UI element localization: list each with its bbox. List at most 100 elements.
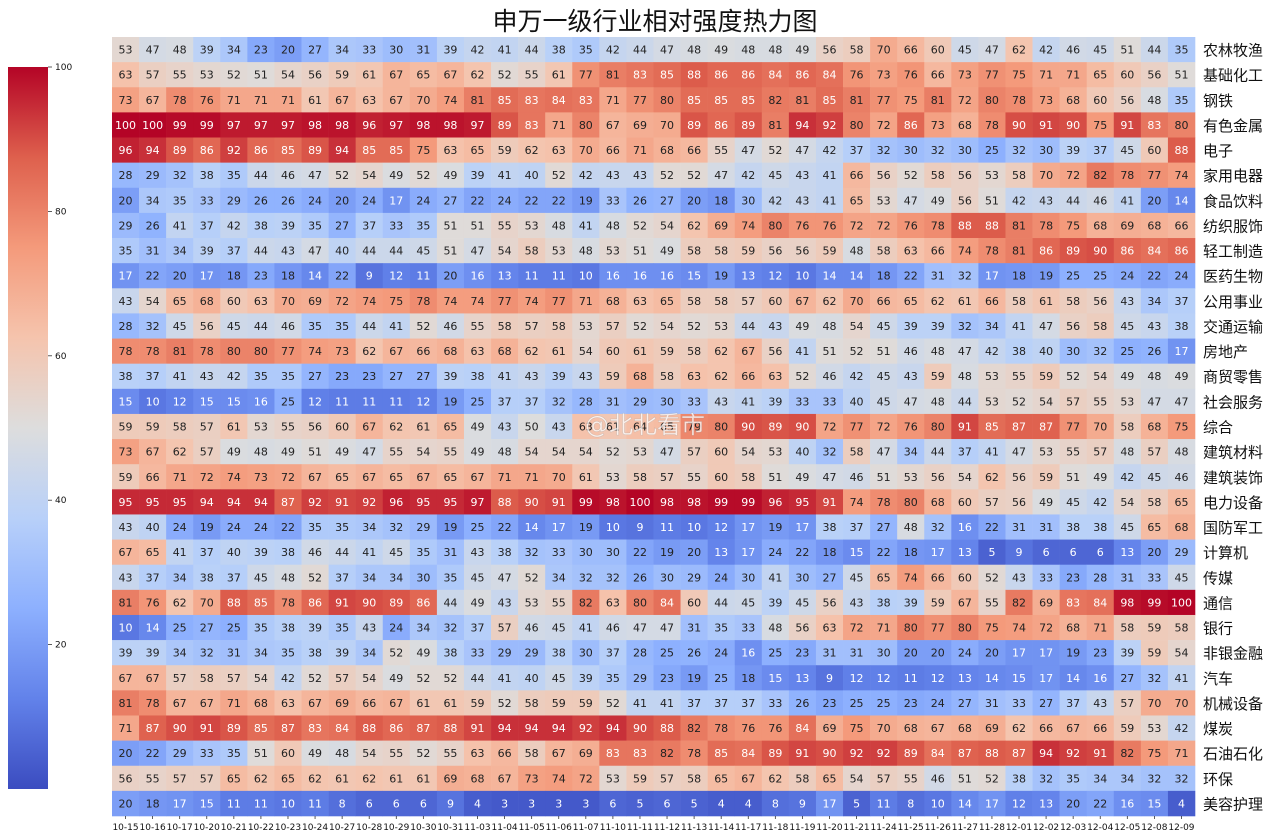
cell-value: 35	[1174, 94, 1188, 107]
heatmap-cell	[1140, 765, 1169, 792]
heatmap-cell	[491, 539, 519, 566]
cell-value: 69	[633, 119, 647, 132]
cell-value: 68	[200, 295, 214, 308]
heatmap-cell	[139, 539, 167, 566]
heatmap-cell	[761, 690, 790, 716]
cell-value: 33	[687, 395, 701, 408]
heatmap-cell	[220, 37, 248, 63]
cell-value: 67	[498, 772, 512, 785]
heatmap-cell	[951, 388, 979, 415]
heatmap-cell	[870, 489, 898, 515]
heatmap-cell	[1113, 665, 1142, 691]
cell-value: 88	[660, 722, 674, 735]
heatmap-cell	[220, 137, 248, 163]
row-labels: 农林牧渔基础化工钢铁有色金属电子家用电器食品饮料纺织服饰轻工制造医药生物公用事业…	[1203, 42, 1263, 814]
heatmap-cell	[843, 614, 871, 641]
cell-value: 54	[552, 446, 566, 459]
cell-value: 98	[335, 119, 349, 132]
heatmap-cell	[301, 564, 329, 591]
cell-value: 69	[443, 772, 457, 785]
heatmap-cell	[1059, 87, 1087, 113]
cell-value: 47	[1174, 395, 1188, 408]
cell-value: 53	[254, 421, 268, 434]
heatmap-cell	[1167, 112, 1196, 138]
heatmap-cell	[463, 238, 492, 264]
cell-value: 53	[606, 471, 620, 484]
heatmap-cell	[788, 363, 817, 390]
cell-value: 49	[1039, 496, 1053, 509]
heatmap-cell	[193, 413, 221, 440]
heatmap-cell	[734, 212, 763, 239]
cell-value: 58	[1093, 320, 1107, 333]
cell-value: 37	[200, 546, 214, 559]
cell-value: 59	[552, 697, 566, 710]
cell-value: 57	[660, 772, 674, 785]
heatmap-cell	[1005, 589, 1033, 616]
cell-value: 3	[528, 797, 535, 810]
heatmap-cell	[436, 363, 465, 390]
heatmap-cell	[139, 388, 167, 415]
heatmap-cell	[924, 665, 952, 691]
cell-value: 54	[362, 747, 376, 760]
heatmap-cell	[355, 62, 384, 88]
heatmap-cell	[1140, 589, 1169, 616]
cell-value: 22	[146, 747, 160, 760]
cell-value: 63	[471, 747, 485, 760]
heatmap-cell	[139, 62, 167, 88]
cell-value: 56	[877, 169, 891, 182]
heatmap-cell	[382, 187, 411, 214]
heatmap-cell	[301, 363, 329, 390]
cell-value: 81	[119, 697, 133, 710]
cell-value: 40	[146, 521, 160, 534]
cell-value: 65	[146, 546, 160, 559]
heatmap-cell	[518, 363, 546, 390]
heatmap-cell	[788, 87, 817, 113]
heatmap-cell	[545, 162, 573, 189]
heatmap-cell	[653, 62, 681, 88]
heatmap-cell	[626, 464, 654, 490]
heatmap-cell	[1167, 212, 1196, 239]
heatmap-cell	[788, 37, 817, 63]
cell-value: 46	[904, 345, 918, 358]
cell-value: 72	[822, 421, 836, 434]
cell-value: 77	[877, 94, 891, 107]
column-label: 12-04	[1087, 823, 1113, 833]
cell-value: 57	[985, 496, 999, 509]
heatmap-cell	[572, 539, 600, 566]
cell-value: 41	[389, 320, 403, 333]
cell-value: 19	[443, 395, 457, 408]
cell-value: 4	[474, 797, 481, 810]
cell-value: 94	[498, 722, 512, 735]
heatmap-cell	[924, 765, 952, 792]
heatmap-cell	[1140, 539, 1169, 566]
column-label: 11-04	[492, 823, 518, 833]
cell-value: 47	[660, 622, 674, 635]
heatmap-cell	[355, 313, 384, 339]
cell-value: 35	[119, 245, 133, 258]
heatmap-cell	[653, 665, 681, 691]
heatmap-cell	[193, 439, 221, 465]
heatmap-cell	[1059, 464, 1087, 490]
heatmap-cell	[355, 564, 384, 591]
heatmap-cell	[491, 112, 519, 138]
cell-value: 54	[579, 446, 593, 459]
cell-value: 74	[904, 571, 918, 584]
cell-value: 26	[281, 194, 295, 207]
cell-value: 85	[281, 144, 295, 157]
heatmap-cell	[328, 665, 356, 691]
heatmap-cell	[220, 363, 248, 390]
cell-value: 55	[985, 596, 999, 609]
heatmap-cell	[436, 212, 465, 239]
heatmap-cell	[491, 363, 519, 390]
heatmap-cell	[870, 790, 898, 817]
cell-value: 66	[1039, 722, 1053, 735]
cell-value: 76	[904, 219, 918, 232]
heatmap-cell	[734, 263, 763, 289]
cell-value: 52	[795, 370, 809, 383]
heatmap-cell	[518, 489, 546, 515]
heatmap-cell	[220, 388, 248, 415]
heatmap-cell	[707, 514, 736, 540]
cell-value: 65	[660, 295, 674, 308]
cell-value: 76	[768, 722, 782, 735]
cell-value: 89	[308, 144, 322, 157]
